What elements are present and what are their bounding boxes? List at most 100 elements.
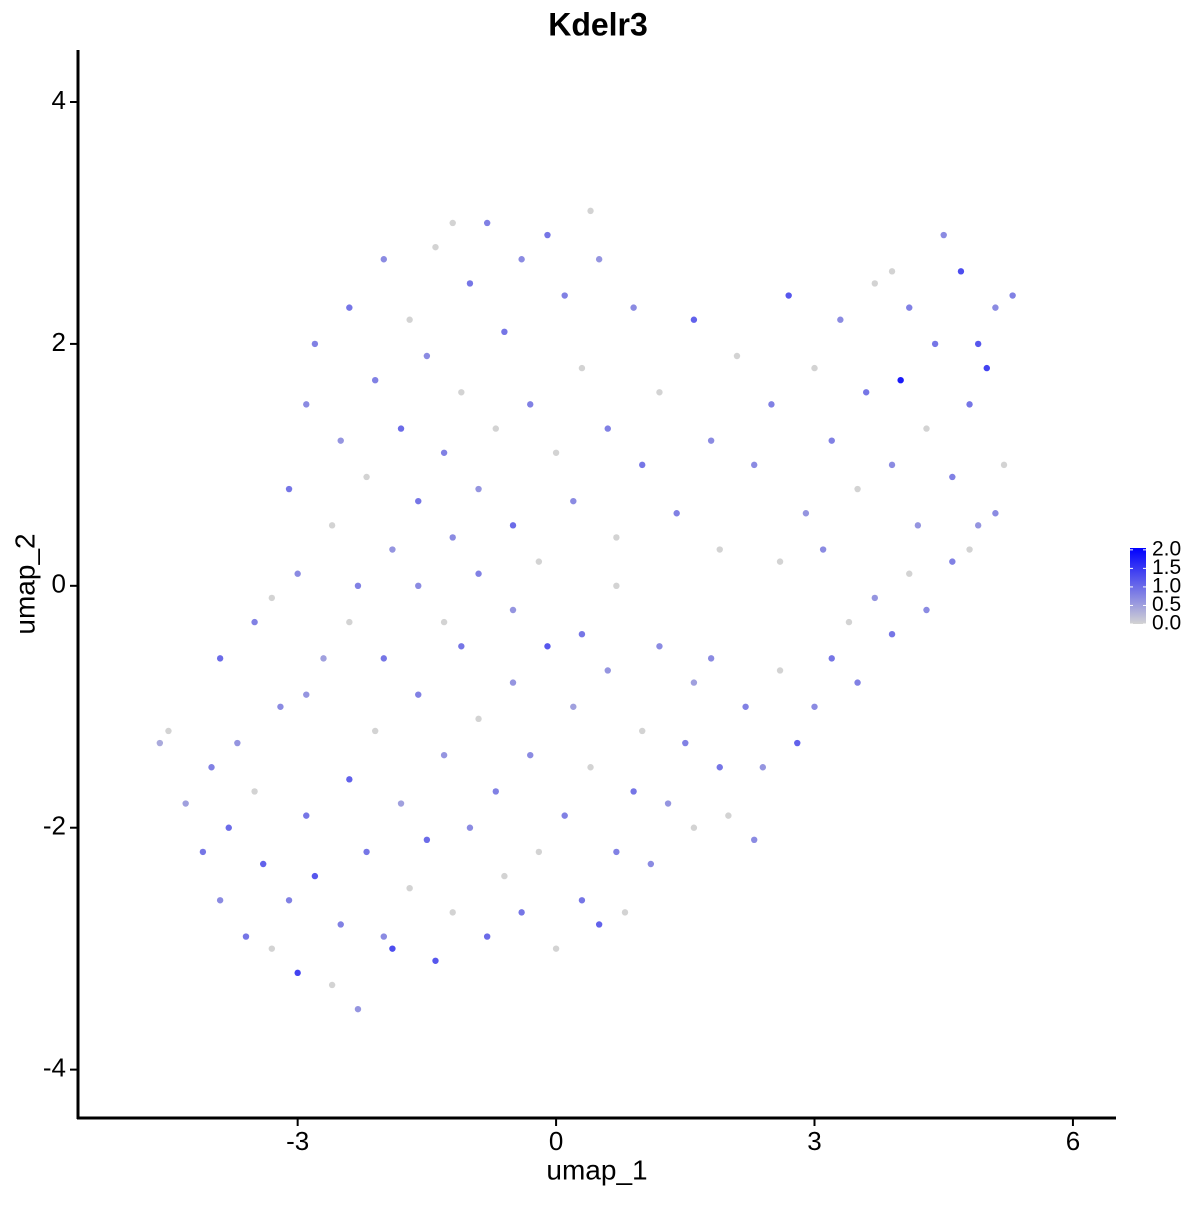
- cell-point: [509, 606, 517, 614]
- cell-point: [923, 606, 930, 614]
- cell-point: [888, 268, 896, 275]
- cell-point: [785, 292, 792, 299]
- cell-point: [492, 788, 499, 795]
- cell-point: [475, 715, 482, 723]
- cell-point: [707, 437, 715, 444]
- y-tick-label: 4: [52, 85, 66, 115]
- cell-point: [768, 401, 775, 408]
- cell-point: [320, 655, 327, 662]
- cell-point: [527, 401, 534, 408]
- cell-point: [268, 594, 276, 602]
- x-tick-label: 0: [549, 1126, 563, 1156]
- cell-point: [466, 824, 474, 831]
- cell-point: [535, 558, 543, 565]
- cell-point: [613, 848, 620, 856]
- cell-point: [371, 376, 379, 384]
- cell-point: [199, 848, 207, 856]
- cell-point: [311, 872, 319, 880]
- cell-point: [664, 800, 672, 807]
- cell-point: [483, 933, 491, 940]
- cell-point: [415, 582, 422, 590]
- cell-point: [587, 207, 594, 215]
- cell-point: [966, 401, 973, 408]
- colorbar-label: 0.0: [1152, 612, 1181, 635]
- cell-point: [595, 921, 603, 928]
- x-tick-label: 3: [807, 1126, 821, 1156]
- cell-point: [837, 316, 844, 323]
- cell-point: [604, 667, 611, 674]
- cell-point: [957, 268, 965, 275]
- cell-point: [742, 703, 749, 710]
- cell-point: [303, 812, 310, 819]
- cell-point: [234, 739, 241, 747]
- cell-point: [914, 522, 922, 529]
- cell-point: [440, 618, 448, 626]
- cell-point: [156, 739, 164, 747]
- cell-point: [751, 461, 758, 469]
- cell-point: [949, 473, 956, 481]
- cell-point: [216, 655, 224, 662]
- cell-point: [328, 522, 336, 529]
- cell-point: [570, 703, 577, 710]
- cell-point: [544, 231, 551, 239]
- colorbar: [1130, 548, 1146, 624]
- cell-point: [992, 510, 999, 517]
- colorbar-label: 1.0: [1152, 574, 1181, 597]
- cell-point: [578, 897, 586, 904]
- cell-point: [716, 764, 723, 771]
- cell-point: [251, 788, 258, 795]
- cell-point: [794, 739, 801, 747]
- cell-point: [854, 679, 861, 686]
- cell-point: [328, 981, 336, 989]
- cell-point: [621, 909, 629, 916]
- cell-point: [466, 280, 474, 287]
- cell-point: [458, 389, 465, 396]
- cell-point: [673, 510, 680, 517]
- cell-point: [182, 800, 189, 807]
- cell-point: [690, 824, 698, 831]
- y-tick-label: -4: [43, 1052, 66, 1082]
- cell-point: [440, 449, 448, 456]
- cell-point: [613, 582, 620, 590]
- cell-point: [682, 739, 689, 747]
- cell-point: [397, 800, 405, 807]
- cell-point: [311, 340, 319, 348]
- cell-point: [828, 655, 835, 662]
- cell-point: [346, 618, 353, 626]
- cell-point: [949, 558, 956, 565]
- cell-point: [871, 280, 879, 287]
- y-tick-label: -2: [43, 811, 66, 841]
- cell-point: [819, 546, 827, 553]
- cell-point: [458, 643, 465, 650]
- cell-point: [897, 376, 904, 384]
- cell-point: [303, 401, 310, 408]
- cell-point: [475, 570, 482, 577]
- cell-point: [552, 449, 560, 456]
- cell-point: [380, 933, 388, 940]
- cell-point: [974, 522, 982, 529]
- cell-point: [544, 643, 551, 650]
- cell-point: [492, 425, 499, 432]
- cell-point: [776, 558, 784, 565]
- cell-point: [449, 219, 456, 227]
- colorbar-label: 2.0: [1152, 537, 1181, 560]
- cell-point: [992, 304, 999, 311]
- cell-point: [389, 546, 396, 553]
- cell-point: [440, 751, 448, 759]
- y-tick-label: 2: [52, 327, 66, 357]
- cell-point: [570, 497, 577, 505]
- cell-point: [501, 872, 508, 880]
- cell-point: [639, 461, 646, 469]
- cell-point: [423, 836, 431, 844]
- x-axis-title: umap_1: [546, 1154, 647, 1185]
- cell-point: [828, 437, 835, 444]
- cell-point: [216, 897, 224, 904]
- cell-point: [561, 812, 568, 819]
- cell-point: [165, 727, 172, 735]
- cell-point: [363, 848, 370, 856]
- cell-point: [285, 897, 293, 904]
- colorbar-label: 0.5: [1152, 593, 1181, 616]
- cell-point: [346, 776, 353, 783]
- colorbar-label: 1.5: [1152, 556, 1181, 579]
- cell-point: [751, 836, 758, 844]
